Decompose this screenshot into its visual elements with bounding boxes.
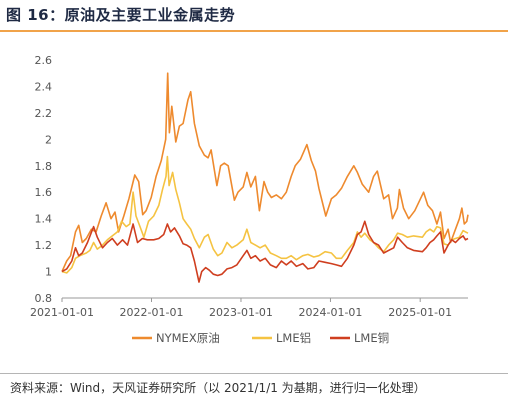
x-tick-label: 2025-01-01 <box>388 306 452 319</box>
y-tick-label: 1.4 <box>35 213 53 226</box>
legend-label: LME铝 <box>276 331 311 345</box>
legend-label: NYMEX原油 <box>156 331 220 345</box>
legend-label: LME铜 <box>354 331 389 345</box>
y-tick-label: 1 <box>45 266 52 279</box>
x-tick-label: 2024-01-01 <box>298 306 362 319</box>
series-line-0 <box>61 72 469 272</box>
y-tick-label: 2.2 <box>35 107 53 120</box>
y-tick-label: 2 <box>45 133 52 146</box>
x-tick-label: 2023-01-01 <box>209 306 273 319</box>
y-tick-label: 1.6 <box>35 186 53 199</box>
x-tick-label: 2022-01-01 <box>120 306 184 319</box>
series-line-1 <box>61 155 469 274</box>
y-tick-label: 2.4 <box>35 80 53 93</box>
line-chart: 0.811.21.41.61.822.22.42.6 2021-01-01 202… <box>30 54 469 345</box>
x-tick-label: 2021-01-01 <box>30 306 94 319</box>
x-axis: 2021-01-01 2022-01-01 2023-01-01 2024-01-01… <box>30 297 468 319</box>
source-note: 资料来源：Wind，天风证券研究所（以 2021/1/1 为基期，进行归一化处理… <box>10 381 426 395</box>
footer-divider <box>0 373 508 374</box>
y-tick-label: 1.8 <box>35 160 53 173</box>
y-tick-label: 1.2 <box>35 239 53 252</box>
legend: NYMEX原油 LME铝 LME铜 <box>132 331 389 345</box>
chart-figure-title: 图 16：原油及主要工业金属走势 <box>6 6 236 24</box>
y-axis: 0.8 1 1.2 1.4 1.6 1.8 2 2.2 2.4 2.6 <box>35 54 53 305</box>
series-line-2 <box>61 220 469 283</box>
y-tick-label: 2.6 <box>35 54 53 67</box>
series-layer <box>61 72 469 283</box>
y-tick-label: 0.8 <box>35 292 53 305</box>
title-divider <box>0 30 508 32</box>
chart-container: 0.8 1 1.2 1.4 1.6 1.8 2 2.2 2.4 2.6 2021-01-01 202… <box>0 36 508 366</box>
